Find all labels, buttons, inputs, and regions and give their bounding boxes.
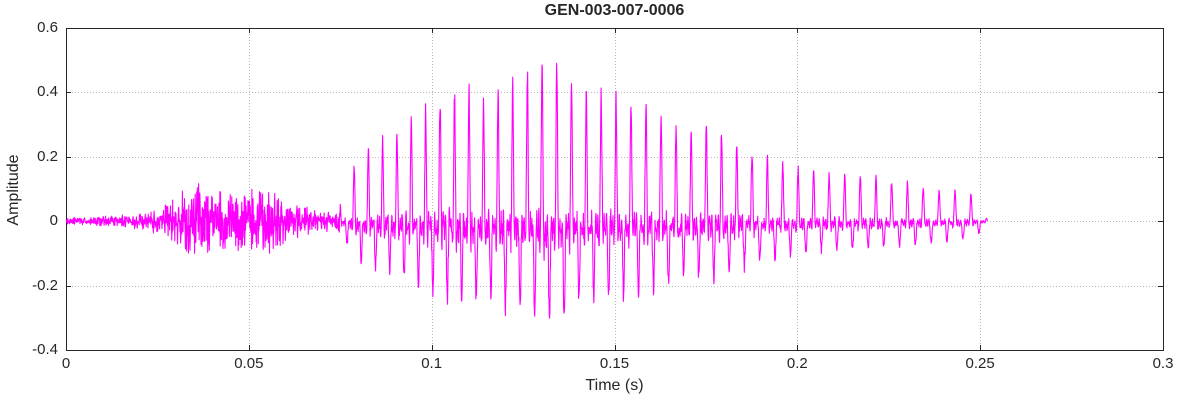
x-tick-label: 0.1 xyxy=(421,355,443,372)
x-tick-label: 0.15 xyxy=(599,355,630,372)
y-tick-label: -0.2 xyxy=(32,276,58,294)
x-axis-label: Time (s) xyxy=(585,377,644,394)
y-tick-label: 0.6 xyxy=(37,19,58,36)
x-tick-label: 0.25 xyxy=(965,355,995,372)
x-tick-label: 0.05 xyxy=(234,355,264,372)
x-tick-label: 0.3 xyxy=(1152,355,1174,372)
x-tick-label: 0.2 xyxy=(786,355,808,372)
y-tick-label: 0 xyxy=(49,212,58,230)
chart-title: GEN-003-007-0006 xyxy=(544,2,685,19)
x-tick-label: 0 xyxy=(61,355,71,372)
y-tick-label: 0.4 xyxy=(37,83,58,101)
y-tick-label: 0.2 xyxy=(37,147,58,165)
y-tick-label: -0.4 xyxy=(32,341,58,358)
